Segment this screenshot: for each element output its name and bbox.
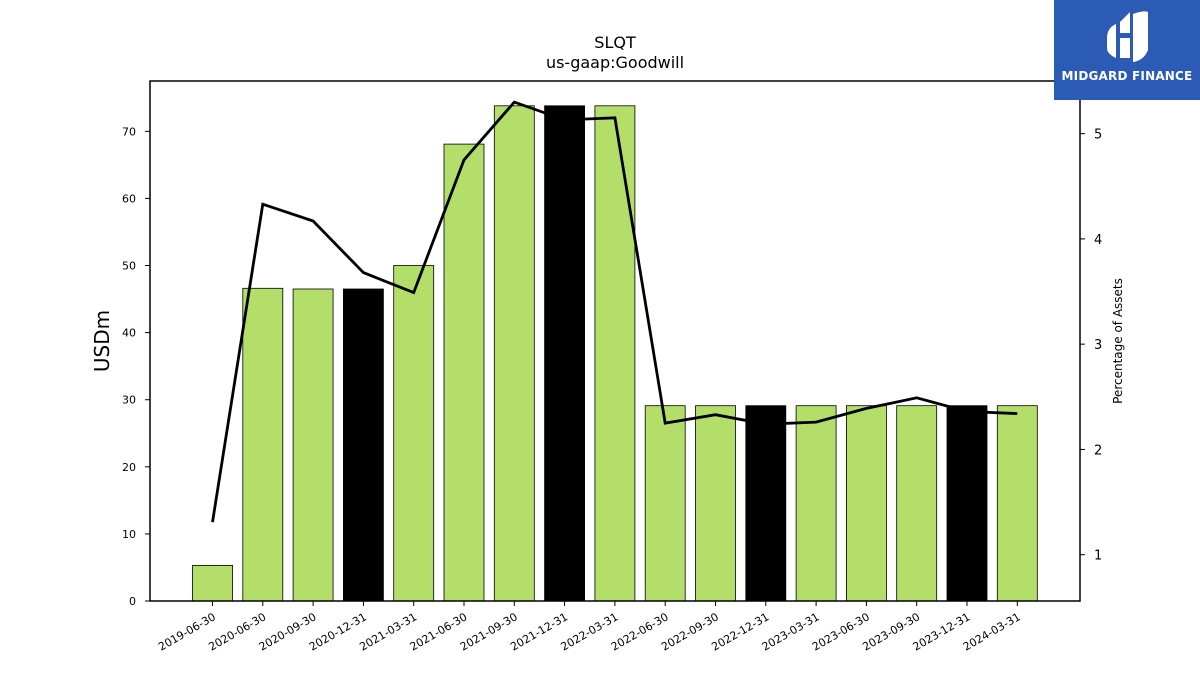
y2-tick-label: 2 (1094, 443, 1102, 458)
y-tick-label: 20 (122, 461, 136, 474)
bar (695, 405, 736, 602)
left-axis: 0 10 20 30 40 50 60 70 (122, 125, 150, 608)
bar (896, 405, 938, 602)
bar (242, 287, 284, 602)
bar (946, 405, 988, 602)
x-tick-label: 2024-03-31 (961, 610, 1023, 653)
y2-tick-label: 5 (1094, 128, 1102, 143)
line-layer (211, 100, 1018, 523)
bar (594, 105, 636, 602)
y-tick-label: 10 (122, 528, 136, 541)
y-tick-label: 40 (122, 327, 136, 340)
y-tick-label: 0 (129, 595, 136, 608)
midgard-finance-logo: MIDGARD FINANCE (1054, 0, 1200, 100)
bar (192, 565, 233, 602)
logo-text: MIDGARD FINANCE (1061, 69, 1193, 83)
bar (443, 143, 485, 602)
right-axis: 1 2 3 4 5 (1080, 128, 1102, 564)
bar (644, 405, 686, 602)
bar (846, 405, 887, 602)
bar (544, 105, 585, 602)
chart-title: SLQT (594, 33, 636, 52)
bar (795, 405, 837, 602)
chart-subtitle: us-gaap:Goodwill (546, 53, 684, 72)
y-tick-label: 60 (122, 192, 136, 205)
bar (996, 405, 1038, 602)
bar (292, 288, 334, 602)
bars-layer (192, 105, 1038, 602)
bar (393, 265, 435, 602)
y-tick-label: 30 (122, 394, 136, 407)
y2-tick-label: 4 (1094, 233, 1102, 248)
logo-mark-icon (1107, 11, 1148, 63)
y2-tick-label: 1 (1094, 549, 1102, 564)
bar (493, 105, 535, 602)
y2-tick-label: 3 (1094, 338, 1102, 353)
y-tick-label: 70 (122, 125, 136, 138)
y-tick-label: 50 (122, 260, 136, 273)
bar (745, 405, 787, 602)
bar (342, 288, 384, 602)
y2-axis-label: Percentage of Assets (1111, 278, 1125, 404)
line-series (211, 100, 1018, 523)
y-axis-label: USDm (90, 310, 114, 372)
x-axis: 2019-06-302020-06-302020-09-302020-12-31… (156, 601, 1023, 654)
